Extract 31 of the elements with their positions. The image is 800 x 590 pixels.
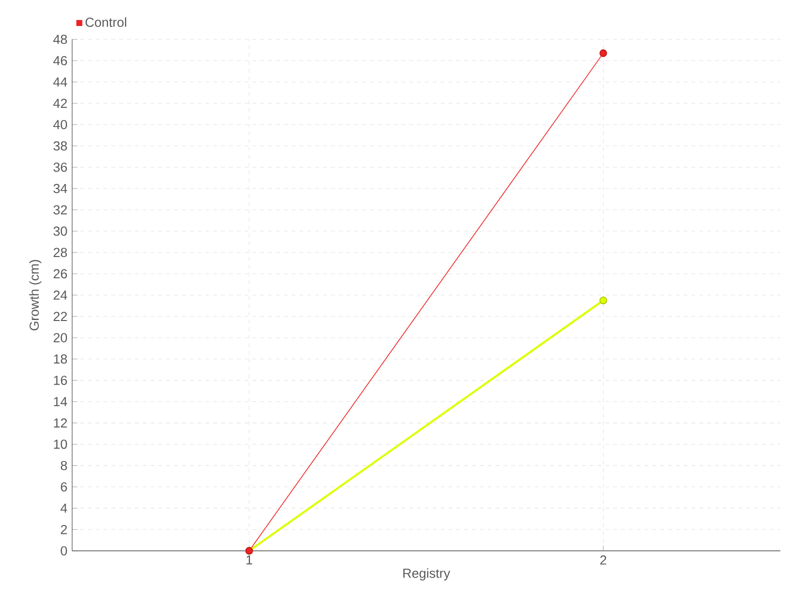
y-tick-label: 22 [54,312,67,321]
y-tick-label: 32 [53,205,67,214]
y-tick-label: 16 [54,376,67,385]
y-tick-label: 34 [53,184,68,194]
y-tick-label: 48 [53,34,67,44]
y-tick-label: 46 [53,56,67,66]
y-tick-label: 8 [60,460,67,470]
y-tick-label: 36 [53,162,67,172]
y-tick-label: 20 [54,333,68,342]
y-tick-label: 30 [53,226,68,236]
y-tick-label: 2 [60,524,67,534]
y-tick-label: 28 [54,248,67,257]
y-tick-label: 44 [53,77,68,86]
y-tick-label: 24 [54,290,68,300]
point [599,296,608,304]
y-axis-title: Growth (cm) [29,260,42,330]
y-tick-label: 14 [54,397,68,406]
y-tick-label: 6 [60,482,67,492]
y-tick-label: 10 [54,440,68,449]
y-tick-label: 40 [53,120,68,130]
y-tick-label: 4 [60,504,68,513]
y-tick-label: 12 [54,418,67,428]
y-tick-label: 0 [60,546,68,556]
point [599,49,608,57]
y-tick-label: 38 [53,141,67,150]
x-tick-label: 1 [246,555,252,564]
y-tick-label: 26 [54,269,67,278]
y-tick-label: 18 [54,354,67,364]
legend-label: Control [86,17,126,27]
x-axis-title: Registry [403,568,450,580]
y-tick-label: 42 [53,98,67,108]
